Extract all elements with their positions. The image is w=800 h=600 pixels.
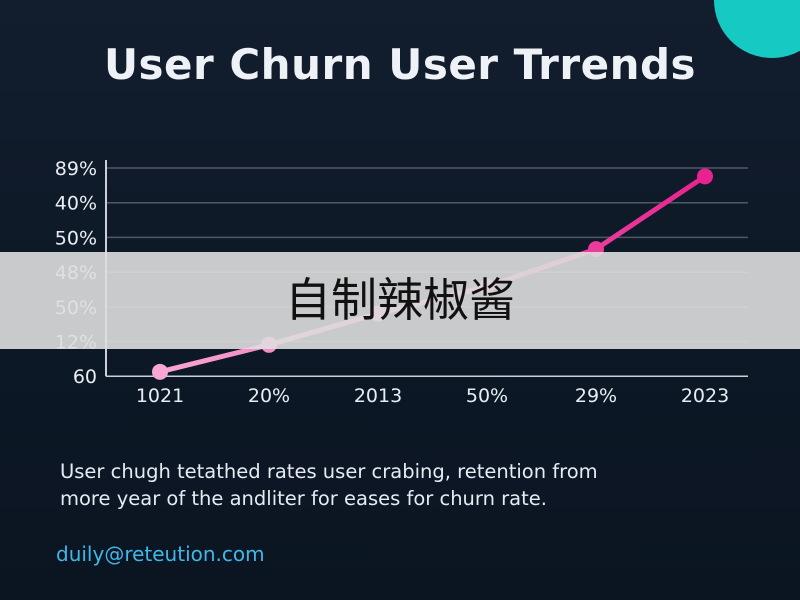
contact-email[interactable]: duily@reteution.com	[56, 542, 265, 566]
page-title: User Churn User Trrends	[103, 40, 697, 89]
data-point	[152, 363, 168, 380]
y-tick-label: 40%	[55, 193, 97, 215]
x-tick-label: 2013	[354, 385, 402, 407]
x-tick-label: 20%	[248, 385, 290, 407]
y-tick-label: 89%	[55, 158, 97, 180]
x-tick-label: 1021	[136, 385, 184, 407]
watermark-text: 自制辣椒酱	[285, 273, 515, 327]
chart-caption: User chugh tetathed rates user crabing, …	[60, 458, 760, 512]
x-tick-label: 2023	[681, 385, 729, 407]
caption-line-1: User chugh tetathed rates user crabing, …	[60, 460, 598, 483]
x-tick-label: 50%	[466, 385, 508, 407]
y-tick-label: 50%	[55, 227, 97, 249]
caption-line-2: more year of the andliter for eases for …	[60, 487, 547, 510]
data-point	[697, 168, 713, 185]
x-axis-ticks: 1021 20% 2013 50% 29% 2023	[136, 385, 729, 407]
x-tick-label: 29%	[575, 385, 617, 407]
y-tick-label: 60	[73, 366, 97, 388]
watermark-band	[0, 252, 800, 349]
